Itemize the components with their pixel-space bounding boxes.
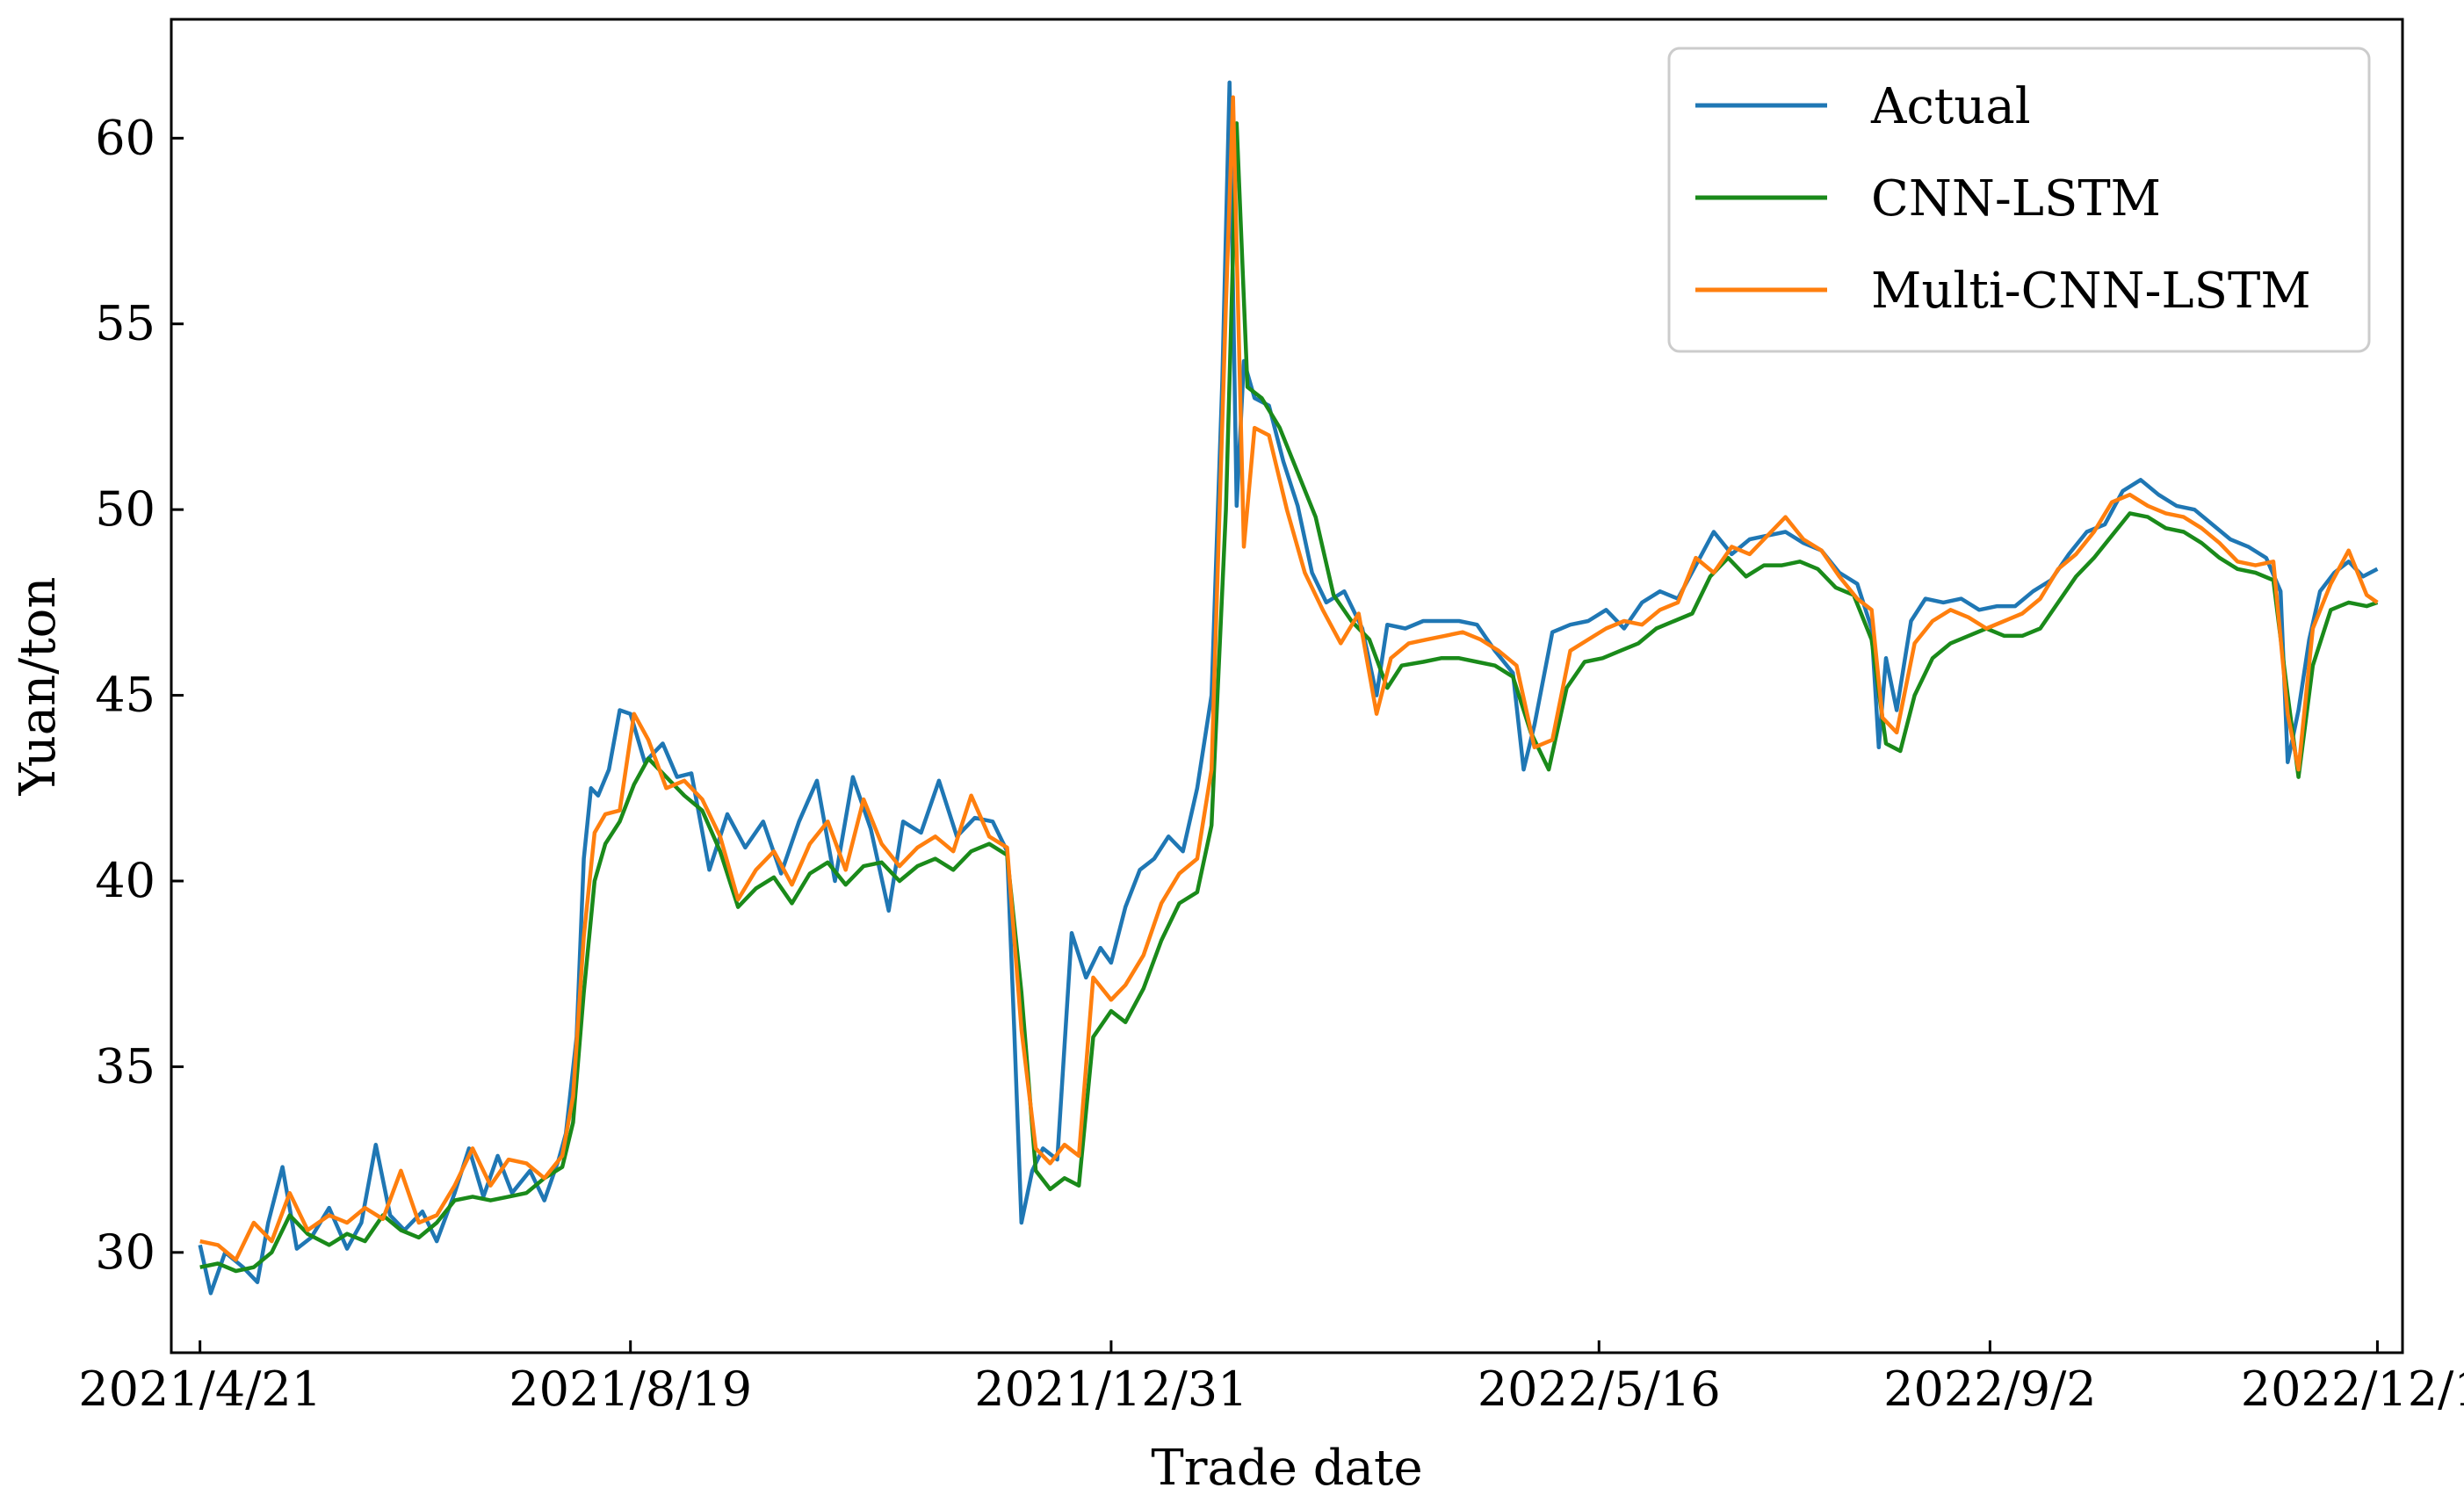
x-tick-label: 2022/5/16 [1478,1361,1721,1417]
x-tick-label: 2021/4/21 [78,1361,322,1417]
legend-box [1667,47,2371,353]
y-tick-label: 45 [95,668,155,723]
y-tick-label: 55 [95,296,155,351]
series-lines [198,80,2379,1296]
x-tick-label: 2022/9/2 [1883,1361,2097,1417]
legend: Actual CNN-LSTM Multi-CNN-LSTM [1667,47,2371,353]
y-tick-label: 30 [95,1224,155,1280]
y-tick-label: 40 [95,853,155,908]
series-line-cnn-lstm [199,121,2379,1274]
legend-label: CNN-LSTM [1871,170,2161,228]
series-line-multi-cnn-lstm [199,95,2379,1262]
x-tick-label: 2022/12/19 [2241,1361,2464,1417]
y-tick-label: 35 [95,1038,155,1094]
x-axis-label: Trade date [1151,1440,1422,1495]
y-tick-label: 50 [95,481,155,537]
legend-label: Actual [1870,78,2031,135]
y-tick-label: 60 [95,110,155,165]
x-tick-label: 2021/8/19 [509,1361,752,1417]
legend-label: Multi-CNN-LSTM [1871,263,2311,320]
y-axis-label: Yuan/ton [10,577,67,797]
axis-ticks: 30 35 40 45 50 55 60 2021/4/21 2021/8/19 2021/12/… [78,110,2464,1417]
plot-frame [170,18,2404,1354]
x-tick-label: 2021/12/31 [974,1361,1247,1417]
